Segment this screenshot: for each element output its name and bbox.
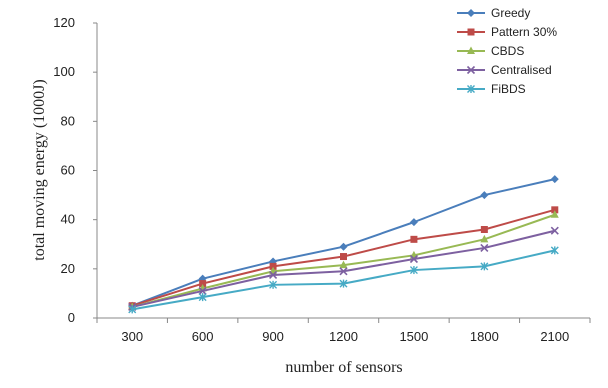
data-point [409, 218, 418, 227]
data-point [480, 191, 489, 200]
data-point [339, 279, 348, 288]
series-fibds [128, 246, 559, 314]
x-tick-label: 600 [192, 329, 214, 344]
data-point [409, 254, 418, 264]
legend-marker [467, 85, 475, 93]
x-tick-label: 1200 [329, 329, 358, 344]
data-point [550, 226, 559, 235]
data-point [198, 286, 207, 296]
data-point [339, 242, 348, 251]
y-axis-title: total moving energy (1000J) [31, 79, 48, 260]
series-greedy [128, 175, 559, 310]
y-tick-label: 60 [61, 163, 75, 178]
x-tick-label: 1800 [470, 329, 499, 344]
data-point [550, 210, 559, 218]
legend-item: Greedy [457, 6, 530, 20]
y-tick-label: 20 [61, 261, 75, 276]
legend-label: Centralised [491, 63, 552, 77]
y-tick-label: 0 [68, 310, 75, 325]
data-point [269, 262, 277, 270]
legend-marker [467, 28, 475, 36]
data-point [550, 175, 559, 184]
y-tick-label: 100 [53, 64, 75, 79]
data-point [198, 293, 207, 302]
data-point [550, 246, 559, 255]
data-point [409, 266, 418, 275]
series-layer [128, 175, 559, 314]
legend: Greedy Pattern 30% CBDS Centralised FiBDS [457, 6, 557, 96]
data-point [480, 226, 488, 233]
data-point [480, 243, 489, 253]
legend-item: Centralised [457, 63, 552, 77]
legend-item: FiBDS [457, 82, 526, 96]
data-point [480, 262, 489, 271]
data-point [199, 280, 207, 288]
legend-label: Pattern 30% [491, 25, 557, 39]
data-point [269, 280, 278, 289]
legend-label: Greedy [491, 6, 530, 20]
data-point [128, 305, 137, 314]
legend-label: CBDS [491, 44, 524, 58]
y-tick-label: 120 [53, 15, 75, 30]
x-tick-label: 300 [121, 329, 143, 344]
data-point [480, 234, 489, 243]
legend-marker [467, 46, 475, 54]
y-tick-label: 80 [61, 113, 75, 128]
y-tick-label: 40 [61, 212, 75, 227]
data-point [410, 235, 418, 243]
x-tick-label: 1500 [399, 329, 428, 344]
x-axis-ticks: 300 600 900 1200 1500 1800 2100 [96, 318, 591, 344]
series-cbds [128, 210, 559, 310]
x-axis-title: number of sensors [285, 359, 402, 376]
series-centralised [128, 226, 559, 312]
legend-label: FiBDS [491, 82, 526, 96]
legend-item: Pattern 30% [457, 25, 557, 39]
legend-marker [466, 65, 476, 75]
y-axis-ticks: 0 20 40 60 80 100 120 [53, 15, 97, 325]
legend-item: CBDS [457, 44, 524, 58]
data-point [269, 270, 278, 280]
series-line [131, 229, 556, 308]
data-point [339, 260, 348, 269]
x-tick-label: 2100 [540, 329, 569, 344]
legend-marker [467, 9, 475, 17]
x-tick-label: 900 [262, 329, 284, 344]
data-point [340, 253, 347, 261]
data-point [339, 267, 348, 276]
data-point [551, 206, 559, 214]
